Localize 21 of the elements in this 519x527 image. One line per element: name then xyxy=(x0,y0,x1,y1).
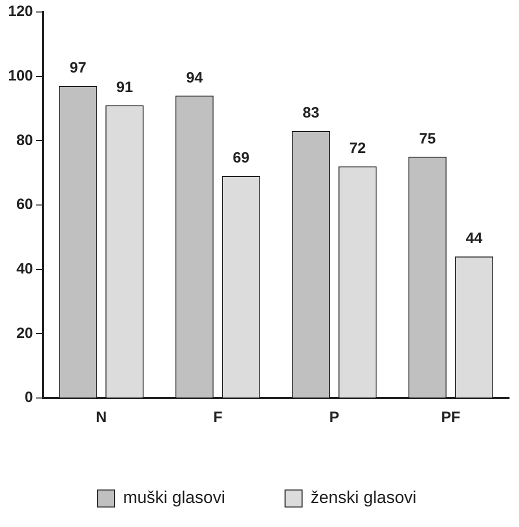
x-tick-label: F xyxy=(213,409,222,426)
x-tick-label: N xyxy=(96,409,107,426)
y-tick-label: 100 xyxy=(8,67,34,84)
x-tick-label: PF xyxy=(441,409,460,426)
data-label: 94 xyxy=(186,69,204,86)
y-tick-label: 20 xyxy=(16,324,34,342)
data-label: 97 xyxy=(70,60,86,77)
data-label: 91 xyxy=(116,78,133,96)
data-label: 83 xyxy=(302,104,320,122)
data-label: 69 xyxy=(232,150,250,167)
y-tick-label: 40 xyxy=(16,260,34,278)
y-tick-label: 0 xyxy=(24,389,34,406)
y-tick-label: 120 xyxy=(8,3,34,20)
y-tick-label: 80 xyxy=(16,132,34,149)
y-tick-label: 60 xyxy=(16,196,34,214)
data-label: 75 xyxy=(419,130,436,148)
data-label: 72 xyxy=(349,140,366,158)
data-label: 44 xyxy=(466,230,484,248)
legend-label: muški glasovi xyxy=(123,488,226,508)
x-tick-label: P xyxy=(329,409,340,426)
legend-label: ženski glasovi xyxy=(310,488,416,508)
